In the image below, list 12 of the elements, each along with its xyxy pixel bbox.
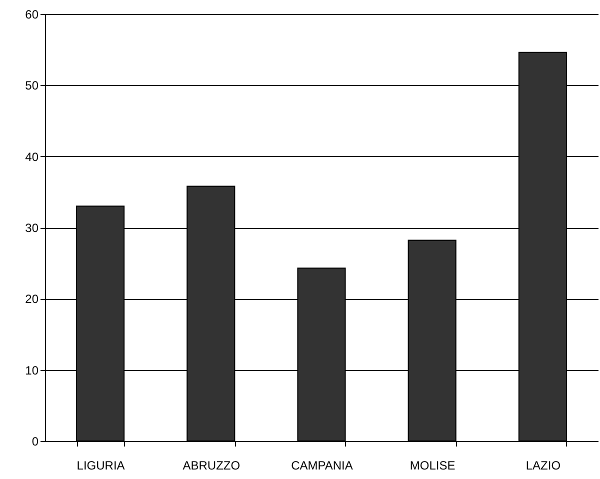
x-tick-label: CAMPANIA: [291, 458, 353, 472]
y-tick-label: 50: [25, 78, 39, 93]
x-tick-label: ABRUZZO: [182, 458, 240, 472]
x-tick-label: LAZIO: [526, 458, 561, 472]
x-tick-label: MOLISE: [410, 458, 456, 472]
x-tick-label: LIGURIA: [76, 458, 125, 472]
y-tick-label: 20: [25, 292, 39, 306]
y-tick-label: 30: [25, 221, 39, 235]
y-tick-label: 10: [25, 363, 39, 378]
y-tick-label: 60: [25, 8, 39, 22]
y-tick-label: 40: [25, 150, 39, 164]
y-tick-label: 0: [32, 434, 39, 448]
